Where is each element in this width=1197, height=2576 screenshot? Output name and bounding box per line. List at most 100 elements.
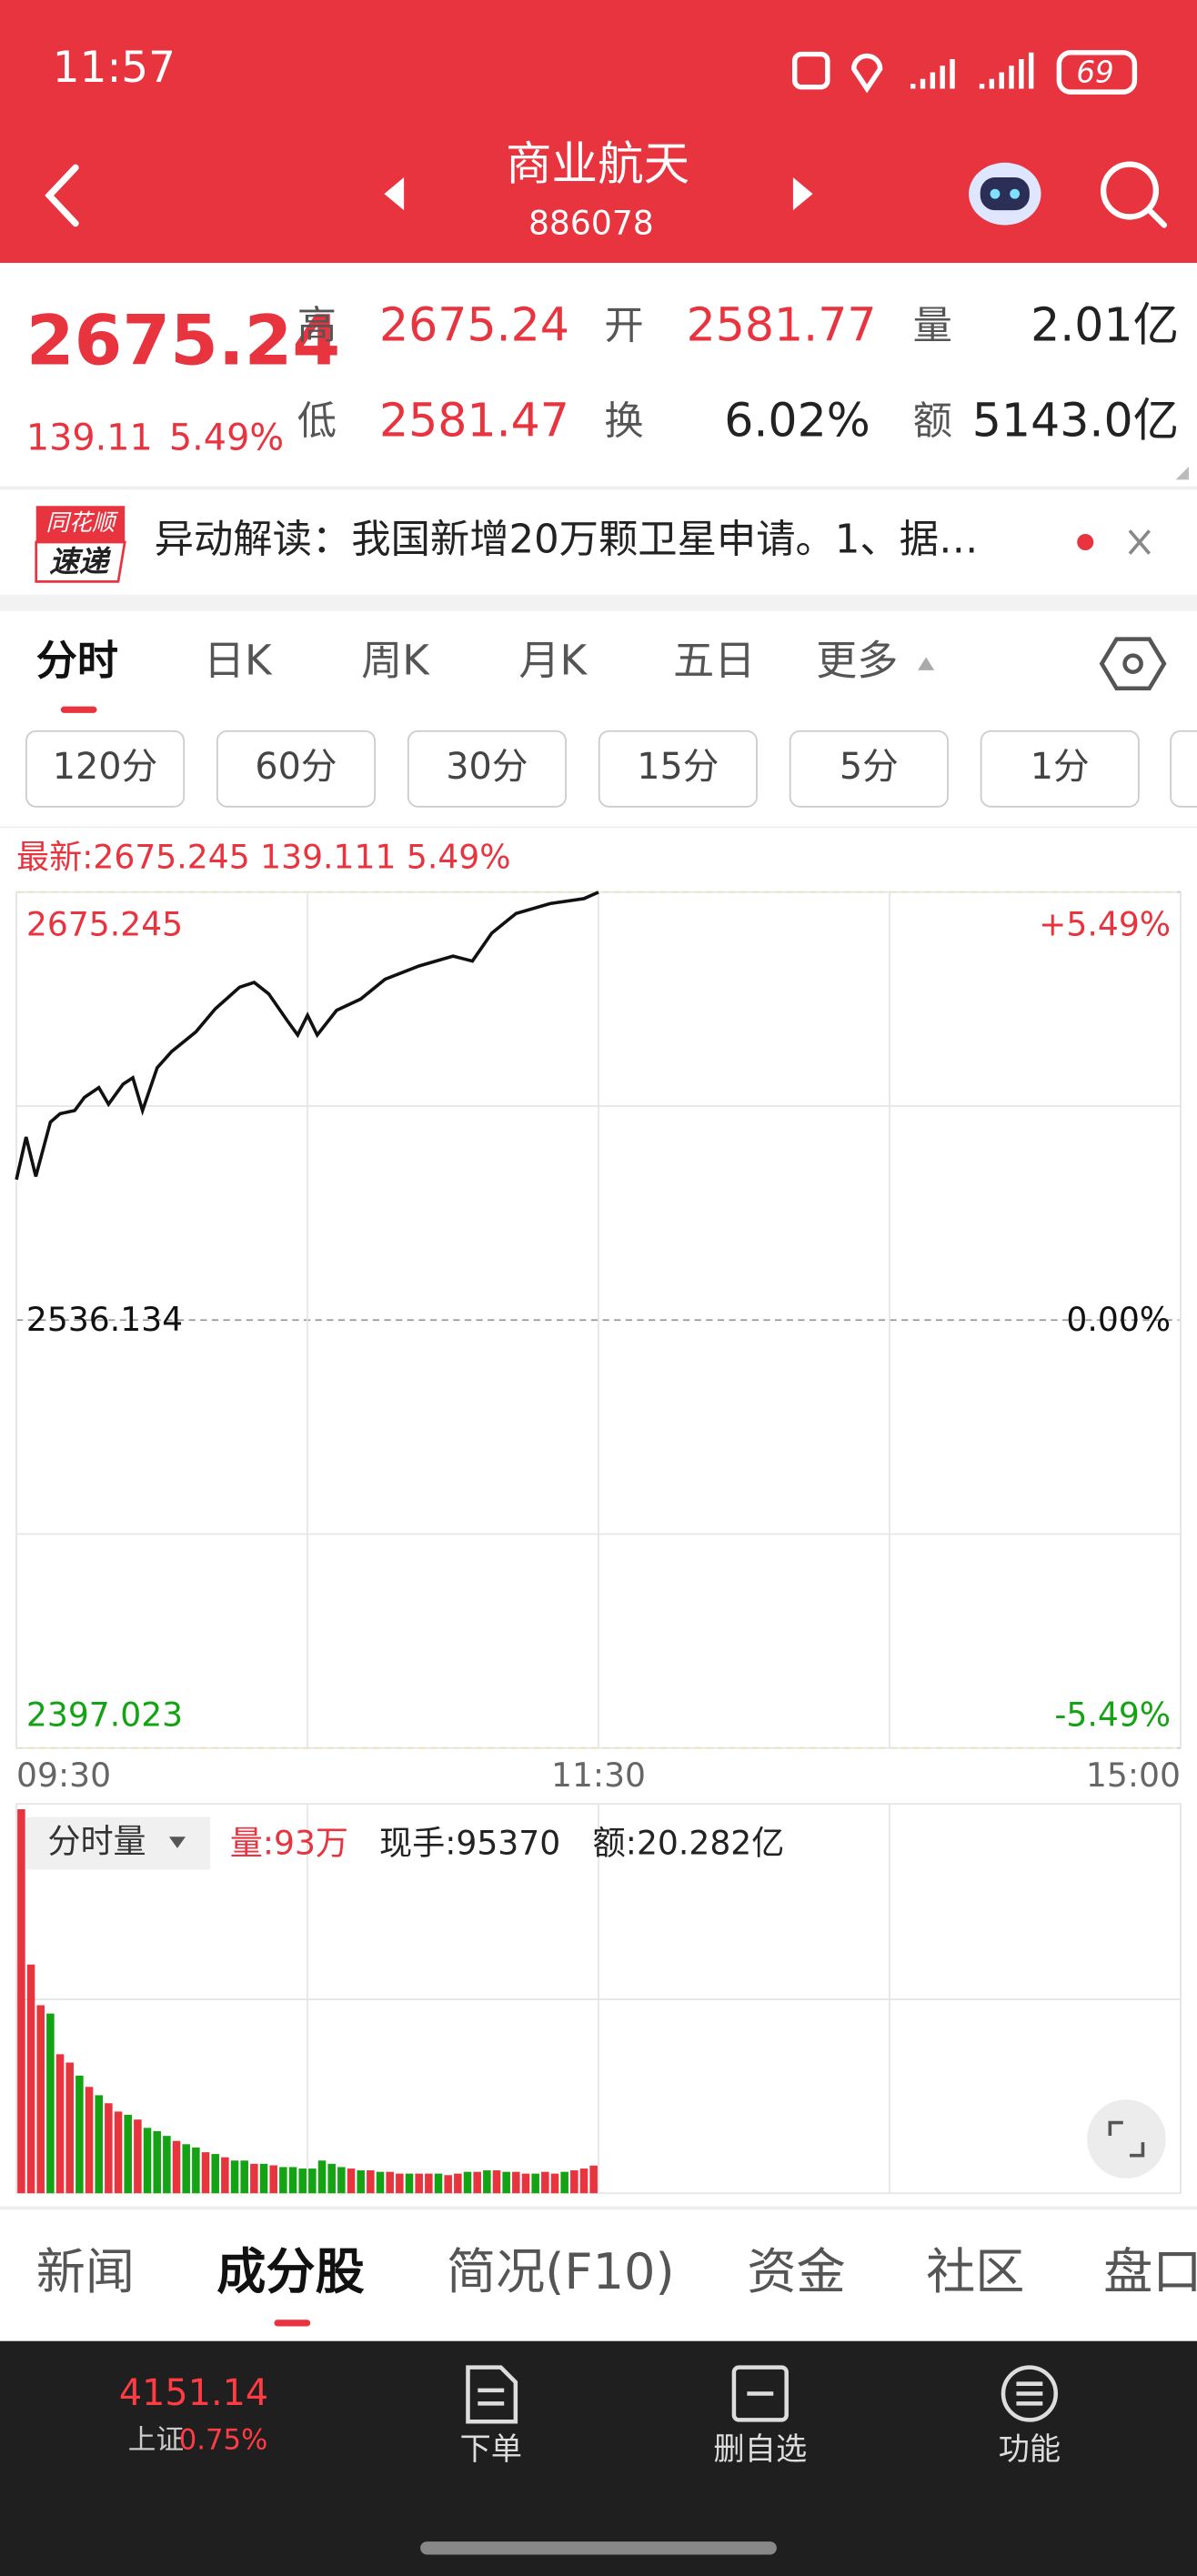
- assistant-button[interactable]: [969, 162, 1041, 226]
- volume-bar: [512, 2171, 520, 2194]
- volume-bar: [454, 2173, 462, 2194]
- news-bar[interactable]: [35, 506, 126, 583]
- news-close[interactable]: [1128, 529, 1152, 555]
- volume-bar: [192, 2147, 200, 2194]
- volume-bar: [550, 2173, 559, 2194]
- chart-tab[interactable]: 分时: [36, 637, 118, 685]
- volume-bar: [240, 2160, 248, 2194]
- period-button[interactable]: [980, 730, 1140, 808]
- stat-label: 额: [913, 398, 952, 444]
- volume-bar: [589, 2165, 598, 2194]
- volume-bar: [230, 2160, 239, 2194]
- volume-bar: [308, 2168, 317, 2194]
- prev-button[interactable]: [384, 177, 405, 211]
- bottom-tab-underline: [274, 2319, 311, 2327]
- period-button[interactable]: [25, 730, 186, 808]
- stat-value: 5143.0亿: [972, 393, 1179, 447]
- chart-tab[interactable]: 周K: [361, 637, 430, 685]
- nav-item[interactable]: 功能: [999, 2431, 1061, 2468]
- period-label: 60分: [255, 746, 337, 788]
- chart-tab[interactable]: 五日: [673, 637, 755, 685]
- chart-tab[interactable]: 月K: [518, 637, 588, 685]
- nav-icons: [466, 2365, 1059, 2424]
- chart-tab[interactable]: 日K: [204, 637, 273, 685]
- volume-bar: [434, 2173, 443, 2194]
- divider: [0, 826, 1197, 829]
- stat-value: 2581.77: [687, 298, 877, 352]
- stat-label: 开: [604, 304, 643, 349]
- volume-bar: [579, 2168, 588, 2194]
- period-button[interactable]: [216, 730, 377, 808]
- volume-selector-arrow: [168, 1836, 186, 1848]
- settings-button[interactable]: [1099, 637, 1167, 691]
- bottom-tab[interactable]: 盘口: [1103, 2243, 1197, 2300]
- settings-icon: [1122, 653, 1143, 674]
- stock-title: 商业航天: [506, 137, 689, 191]
- volume-info: 额:20.282亿: [593, 1823, 785, 1862]
- y2-tick-label: +5.49%: [1039, 905, 1171, 944]
- tab-underline: [60, 706, 97, 713]
- volume-bar: [298, 2168, 307, 2194]
- volume-bar: [502, 2171, 510, 2194]
- stat-value: 2.01亿: [1031, 298, 1179, 352]
- next-button[interactable]: [792, 177, 813, 211]
- volume-bar: [405, 2173, 414, 2194]
- volume-bar: [114, 2111, 123, 2194]
- volume-bar: [376, 2171, 385, 2194]
- bottom-tab[interactable]: 资金: [747, 2243, 845, 2300]
- y-tick-label: 2536.134: [26, 1300, 183, 1339]
- battery-level: 69: [1076, 55, 1113, 89]
- stat-value: 2675.24: [379, 298, 569, 352]
- expand-button[interactable]: [1087, 2099, 1166, 2179]
- volume-bar: [201, 2152, 210, 2194]
- bottom-tab[interactable]: 成分股: [216, 2243, 364, 2300]
- chart-tab[interactable]: 更多: [816, 637, 898, 685]
- volume-bar: [357, 2170, 365, 2194]
- volume-bar: [55, 2054, 65, 2194]
- index-value[interactable]: 4151.14: [119, 2372, 268, 2414]
- volume-bar: [134, 2119, 142, 2194]
- volume-bar: [337, 2167, 346, 2194]
- volume-bar: [317, 2160, 327, 2194]
- back-button[interactable]: [45, 164, 79, 227]
- volume-bar: [85, 2087, 94, 2194]
- bottom-tab[interactable]: 新闻: [36, 2243, 135, 2300]
- y-tick-label: 2397.023: [26, 1695, 183, 1734]
- period-button[interactable]: [789, 730, 949, 808]
- news-badge-top: 同花顺: [46, 509, 120, 536]
- volume-bar: [560, 2171, 568, 2194]
- volume-bar: [463, 2171, 472, 2194]
- price: 2675.24: [26, 300, 340, 380]
- volume-bar: [153, 2130, 161, 2194]
- volume-selector-label: 分时量: [47, 1821, 146, 1860]
- period-button-partial[interactable]: [1170, 730, 1197, 808]
- home-indicator: [420, 2541, 777, 2555]
- volume-info: 量:93万: [230, 1823, 348, 1862]
- stat-label: 低: [297, 398, 337, 444]
- period-button[interactable]: [407, 730, 567, 808]
- period-label: 5分: [840, 746, 899, 788]
- volume-info: 现手:95370: [379, 1823, 560, 1862]
- period-label: 120分: [53, 746, 158, 788]
- price-line: [15, 891, 599, 1181]
- y-tick-label: 2675.245: [26, 905, 183, 944]
- stock-code: 886078: [528, 203, 654, 242]
- bottom-tab[interactable]: 简况(F10): [447, 2243, 675, 2300]
- period-button[interactable]: [598, 730, 758, 808]
- search-button[interactable]: [1100, 161, 1168, 228]
- volume-bar: [492, 2170, 501, 2194]
- divider: [0, 486, 1197, 490]
- nav-item[interactable]: 下单: [459, 2431, 522, 2468]
- volume-bar: [172, 2140, 181, 2194]
- volume-bar: [211, 2154, 219, 2194]
- nav-item[interactable]: 删自选: [713, 2431, 807, 2468]
- volume-bar: [288, 2167, 297, 2194]
- bottom-tab[interactable]: 社区: [926, 2243, 1024, 2300]
- volume-bar: [347, 2168, 356, 2194]
- volume-bar: [279, 2167, 287, 2194]
- news-badge-bottom: 速递: [49, 544, 111, 579]
- volume-bar: [531, 2173, 539, 2194]
- news-text[interactable]: 异动解读：我国新增20万颗卫星申请。1、据…: [155, 518, 979, 563]
- period-label: 30分: [446, 746, 528, 788]
